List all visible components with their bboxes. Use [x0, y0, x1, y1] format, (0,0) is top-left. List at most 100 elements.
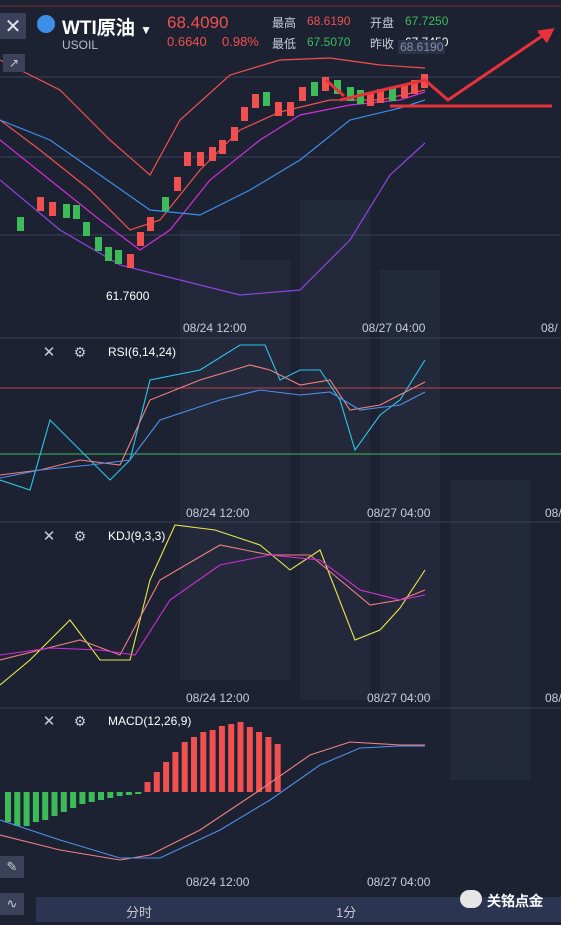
time-axis-label: 08/27 04:00 [367, 691, 431, 705]
candle [252, 94, 259, 108]
low-label: 最低 [272, 37, 297, 51]
main-chart-candles [17, 74, 428, 268]
kdj-k-line [0, 544, 426, 661]
indicator-icon[interactable]: ∿ [0, 893, 24, 915]
macd-bar [265, 737, 272, 792]
price-tag: 68.6190 [398, 40, 446, 54]
macd-bar [107, 792, 114, 798]
symbol-icon [37, 15, 55, 33]
candle [401, 84, 408, 98]
ma-short-line [0, 89, 426, 231]
main-chart-lines [0, 57, 426, 296]
price-change-pct: 0.98% [222, 34, 259, 49]
rsi-lines [0, 344, 426, 491]
macd-bar [79, 792, 86, 804]
min-price-label: 61.7600 [106, 289, 150, 303]
time-axis-label: 08/27 04:00 [362, 321, 426, 335]
macd-bar [218, 726, 225, 792]
time-axis-label: 08/ [541, 321, 558, 335]
macd-bar [70, 792, 77, 808]
macd-bar [163, 762, 170, 792]
low-value: 67.5070 [307, 35, 351, 49]
candle [49, 202, 56, 216]
macd-bar [200, 732, 207, 792]
macd-bar [191, 737, 197, 792]
macd-bar [181, 742, 188, 792]
candle [263, 92, 270, 106]
kdj-lines [0, 524, 426, 686]
kdj-d-line [0, 554, 426, 656]
candle [287, 102, 294, 116]
candle [162, 197, 169, 211]
candle [311, 82, 318, 96]
time-axis-label: 08/24 12:00 [183, 321, 247, 335]
macd-bar [23, 792, 30, 826]
symbol-title[interactable]: WTI原油 ▼ [62, 18, 152, 39]
macd-bar [153, 772, 160, 792]
candle [83, 222, 90, 236]
price-change: 0.6640 [167, 34, 207, 49]
close-panel-icon[interactable]: ✕ [42, 528, 56, 545]
candle [115, 250, 122, 264]
macd-bar [209, 730, 216, 792]
macd-bar [14, 792, 21, 826]
macd-bar [274, 744, 281, 792]
candle [322, 77, 329, 91]
rsi-label: RSI(6,14,24) [108, 345, 177, 359]
tab-timeshare[interactable]: 分时 [126, 905, 153, 920]
candle [137, 232, 144, 246]
time-axis-label: 08/27 04:00 [367, 506, 431, 520]
candle [174, 177, 181, 191]
macd-bar [32, 792, 39, 822]
candle [197, 152, 204, 166]
candle [411, 80, 418, 94]
macd-label: MACD(12,26,9) [108, 714, 192, 728]
macd-bar [237, 722, 244, 792]
open-value: 67.7250 [405, 14, 449, 28]
high-value: 68.6190 [307, 14, 351, 28]
candle [357, 90, 364, 104]
macd-bar [125, 792, 132, 795]
macd-dea-line [0, 745, 425, 859]
dropdown-caret-icon[interactable]: ▼ [140, 23, 152, 37]
candle [95, 237, 102, 251]
macd-bar [51, 792, 58, 816]
close-panel-icon[interactable]: ✕ [42, 713, 56, 730]
macd-lines [0, 741, 425, 861]
settings-gear-icon[interactable]: ⚙ [73, 343, 87, 360]
candle [347, 87, 354, 101]
macd-bar [5, 792, 11, 822]
candle [37, 197, 44, 211]
drawing-tool-icon[interactable]: ↗ [3, 54, 25, 72]
boll-upper-line [0, 57, 426, 176]
candle [275, 102, 282, 116]
wechat-logo [460, 890, 482, 908]
time-axis-label: 08/24 12:00 [186, 691, 250, 705]
settings-gear-icon[interactable]: ⚙ [73, 527, 87, 544]
candle [389, 87, 396, 101]
macd-bar [42, 792, 49, 820]
tab-1min[interactable]: 1分 [336, 905, 357, 920]
settings-gear-icon[interactable]: ⚙ [73, 712, 87, 729]
period-tab-bar [36, 897, 561, 922]
pencil-icon[interactable]: ✎ [0, 856, 24, 878]
macd-bar [135, 792, 142, 794]
close-panel-icon[interactable]: ✕ [42, 344, 56, 361]
rsi14-line [0, 364, 426, 476]
watermark-text: 关铭点金 [487, 893, 543, 909]
candle [377, 89, 384, 103]
candle [231, 127, 238, 141]
time-axis-label: 08/24 12:00 [186, 506, 250, 520]
macd-histogram [5, 722, 281, 826]
macd-bar [256, 732, 263, 792]
high-label: 最高 [272, 16, 297, 30]
annotation-arrows [325, 28, 555, 108]
candle [73, 205, 80, 219]
macd-bar [88, 792, 95, 802]
candle [334, 80, 341, 94]
boll-lower-line [0, 142, 426, 296]
candle [184, 152, 191, 166]
close-button[interactable]: ✕ [0, 13, 26, 39]
current-price: 68.4090 [167, 13, 229, 32]
